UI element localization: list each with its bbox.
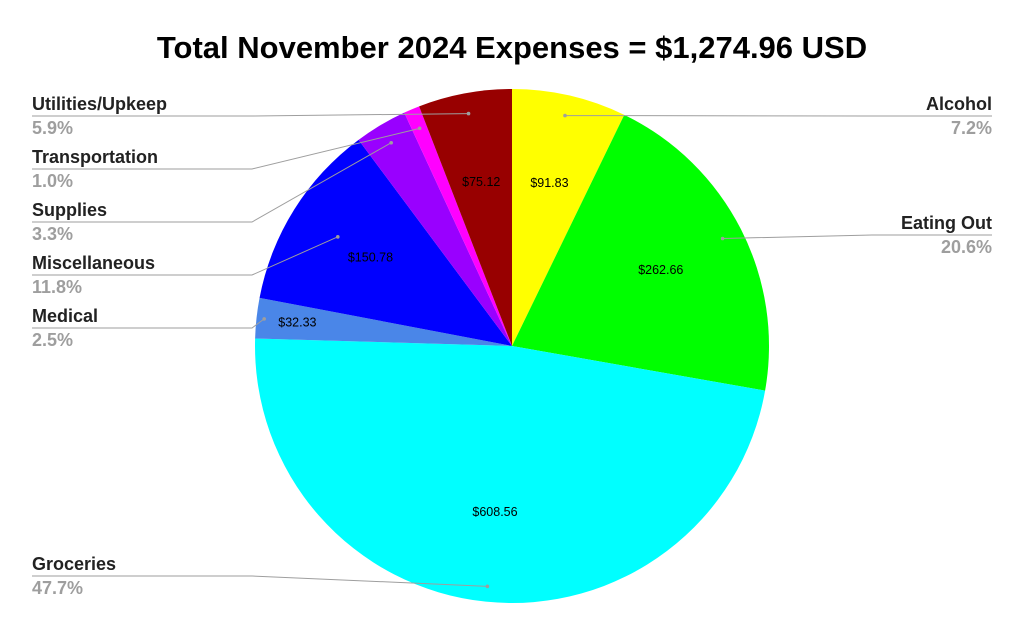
slice-name-transportation: Transportation: [32, 147, 158, 167]
leader-dot-utilities-upkeep: [466, 111, 471, 116]
slice-name-utilities-upkeep: Utilities/Upkeep: [32, 94, 167, 114]
leader-dot-eating-out: [720, 236, 725, 241]
data-label-miscellaneous: $150.78: [348, 250, 393, 264]
pie-slice-miscellaneous: [259, 139, 512, 346]
leader-line-transportation: [32, 127, 420, 170]
leader-line-groceries: [32, 575, 488, 587]
leader-line-eating-out: [722, 234, 992, 239]
slice-name-miscellaneous: Miscellaneous: [32, 253, 155, 273]
data-labels: $91.83 $262.66 $608.56 $32.33 $150.78 $75.12: [278, 175, 683, 519]
pie-slice-utilities-upkeep: [419, 89, 512, 346]
pie-slice-transportation: [404, 106, 512, 347]
slice-percent-transportation: 1.0%: [32, 171, 73, 191]
leader-dot-alcohol: [563, 113, 567, 118]
leader-dot-miscellaneous: [335, 235, 340, 239]
slice-labels: Alcohol 7.2% Eating Out 20.6% Groceries 47.7%…: [32, 94, 992, 598]
slice-name-alcohol: Alcohol: [926, 94, 992, 114]
data-label-medical: $32.33: [278, 316, 316, 330]
slice-percent-groceries: 47.7%: [32, 578, 83, 598]
data-label-alcohol: $91.83: [530, 176, 568, 190]
pie-slices: [255, 89, 769, 604]
leader-line-miscellaneous: [32, 236, 338, 276]
leader-dot-transportation: [417, 126, 422, 131]
slice-name-eating-out: Eating Out: [901, 213, 992, 233]
pie-slice-alcohol: [512, 89, 625, 346]
leader-dot-medical: [262, 317, 266, 321]
slice-name-groceries: Groceries: [32, 554, 116, 574]
slice-percent-miscellaneous: 11.8%: [32, 277, 82, 297]
pie-slice-supplies: [358, 112, 512, 346]
slice-percent-eating-out: 20.6%: [941, 237, 992, 257]
slice-percent-alcohol: 7.2%: [951, 118, 992, 138]
data-label-utilities-upkeep: $75.12: [462, 175, 500, 189]
data-label-eating-out: $262.66: [638, 263, 683, 277]
slice-name-supplies: Supplies: [32, 200, 107, 220]
pie-slice-eating-out: [512, 114, 769, 391]
data-label-groceries: $608.56: [472, 505, 517, 519]
pie-slice-groceries: [255, 338, 766, 604]
leader-line-medical: [32, 318, 265, 329]
chart-title: Total November 2024 Expenses = $1,274.96…: [156, 30, 868, 65]
slice-percent-utilities-upkeep: 5.9%: [32, 118, 73, 138]
leader-line-supplies: [32, 142, 392, 223]
leader-dot-groceries: [485, 584, 490, 589]
leader-dot-supplies: [389, 140, 394, 145]
slice-name-medical: Medical: [32, 306, 98, 326]
slice-percent-supplies: 3.3%: [32, 224, 73, 244]
pie-slice-medical: [255, 297, 512, 346]
leader-line-utilities-upkeep: [32, 113, 469, 117]
slice-percent-medical: 2.5%: [32, 330, 73, 350]
